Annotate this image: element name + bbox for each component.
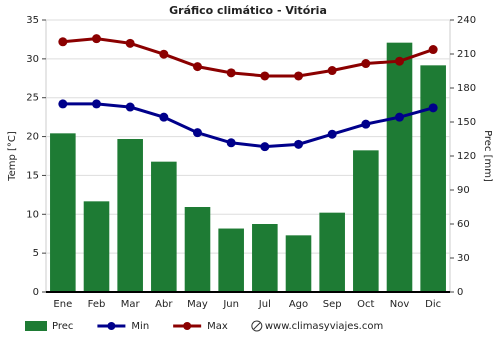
x-tick-label: Mar	[121, 299, 141, 310]
x-tick-label: Sep	[323, 299, 342, 310]
point	[428, 103, 438, 113]
y2-tick-label: 0	[457, 287, 463, 298]
x-tick-label: Nov	[390, 299, 410, 310]
bar	[285, 235, 312, 292]
x-tick-label: Ago	[289, 299, 308, 310]
source-icon	[253, 322, 261, 330]
point	[327, 66, 337, 76]
x-tick-label: Abr	[155, 299, 173, 310]
y-tick-label: 0	[33, 287, 39, 298]
point	[226, 138, 236, 148]
point	[395, 56, 404, 66]
legend-swatch	[183, 322, 192, 330]
line	[62, 102, 434, 149]
point	[226, 68, 236, 78]
bar	[353, 150, 379, 292]
point	[327, 129, 337, 139]
bar	[50, 133, 76, 292]
y-tick-label: 25	[26, 93, 39, 104]
x-tick-label: Dic	[425, 299, 441, 310]
y-tick-label: 20	[26, 132, 39, 143]
legend-swatch	[107, 322, 116, 330]
point	[294, 71, 303, 81]
point	[159, 112, 169, 122]
x-tick-label: Jul	[258, 299, 271, 310]
y-tick-label: 15	[26, 170, 39, 181]
x-tick-label: Feb	[88, 299, 106, 310]
legend-swatch	[25, 321, 47, 331]
point	[193, 62, 202, 72]
point	[260, 142, 270, 152]
x-tick-label: Ene	[53, 299, 72, 310]
bar	[252, 224, 278, 292]
point	[428, 45, 438, 55]
line	[62, 37, 434, 78]
y2-tick-label: 60	[457, 219, 470, 230]
bar	[83, 201, 110, 292]
point	[294, 139, 303, 149]
legend-label: Prec	[52, 321, 73, 332]
bar	[319, 212, 345, 292]
bar	[117, 139, 143, 292]
bar	[420, 65, 446, 292]
legend-label: Min	[131, 321, 149, 332]
y2-tick-label: 30	[457, 253, 470, 264]
bar	[386, 42, 413, 292]
point	[395, 112, 404, 122]
legend-label: Max	[207, 321, 228, 332]
source-icon	[251, 320, 263, 332]
point	[58, 37, 68, 47]
source: www.climasyviajes.com	[265, 321, 383, 332]
x-tick-label: Oct	[357, 299, 374, 310]
y2-axis-title: Prec [mm]	[482, 130, 493, 182]
point	[193, 128, 202, 138]
chart-title: Gráfico climático - Vitória	[169, 4, 327, 17]
point	[361, 119, 371, 129]
y2-tick-label: 180	[457, 83, 476, 94]
y2-tick-label: 150	[457, 117, 476, 128]
y-tick-label: 35	[26, 15, 39, 26]
y2-tick-label: 120	[457, 151, 476, 162]
y-tick-label: 5	[33, 248, 39, 259]
point	[159, 49, 169, 59]
y2-tick-label: 210	[457, 49, 476, 60]
point	[58, 99, 68, 109]
point	[125, 38, 135, 48]
bar	[218, 228, 244, 292]
y2-tick-label: 240	[457, 15, 476, 26]
point	[92, 99, 101, 109]
y-tick-label: 30	[26, 54, 39, 65]
y-axis-title: Temp [°C]	[7, 131, 18, 182]
point	[361, 59, 371, 69]
point	[260, 71, 270, 81]
x-tick-label: May	[187, 299, 208, 310]
point	[92, 34, 101, 44]
x-tick-label: Jun	[222, 299, 239, 310]
bar	[151, 161, 177, 292]
bar	[184, 207, 211, 292]
y-tick-label: 10	[26, 209, 39, 220]
y2-tick-label: 90	[457, 185, 470, 196]
point	[125, 102, 135, 112]
